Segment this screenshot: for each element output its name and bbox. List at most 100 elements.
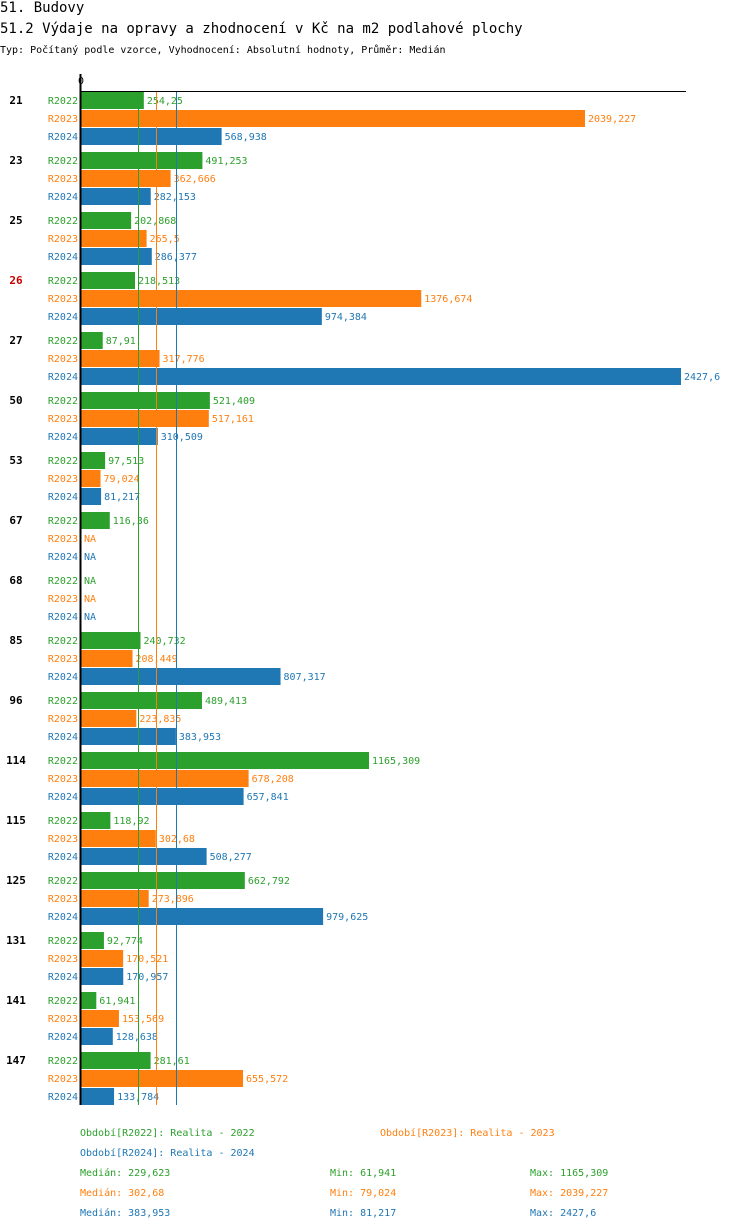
category-label: 67 bbox=[9, 514, 22, 527]
bar-value-label: 489,413 bbox=[205, 696, 247, 707]
bar-value-label: 273,896 bbox=[152, 894, 194, 905]
series-row-label: R2023 bbox=[48, 354, 78, 365]
stat-min-r2023: Min: 79,024 bbox=[330, 1188, 397, 1199]
bar-value-label: 2427,6 bbox=[684, 372, 720, 383]
series-row-label: R2022 bbox=[48, 276, 78, 287]
stat-median-r2022: Medián: 229,623 bbox=[80, 1168, 171, 1179]
series-row-label: R2022 bbox=[48, 156, 78, 167]
bar-r2024 bbox=[81, 248, 152, 265]
bar-value-label: 1165,309 bbox=[372, 756, 420, 767]
category-label: 26 bbox=[9, 274, 23, 287]
category-label: 131 bbox=[6, 934, 26, 947]
bar-value-label: NA bbox=[84, 552, 96, 563]
bar-value-label: 678,208 bbox=[252, 774, 294, 785]
bar-r2023 bbox=[81, 470, 101, 487]
series-row-label: R2024 bbox=[48, 432, 78, 443]
category-label: 125 bbox=[6, 874, 26, 887]
bar-r2024 bbox=[81, 728, 176, 745]
series-row-label: R2023 bbox=[48, 654, 78, 665]
bar-value-label: 383,953 bbox=[179, 732, 221, 743]
bar-value-label: 655,572 bbox=[246, 1074, 288, 1085]
series-row-label: R2024 bbox=[48, 552, 78, 563]
bar-value-label: 153,569 bbox=[122, 1014, 164, 1025]
bar-r2024 bbox=[81, 308, 322, 325]
bar-value-label: 281,61 bbox=[154, 1056, 190, 1067]
series-row-label: R2023 bbox=[48, 174, 78, 185]
bar-value-label: 974,384 bbox=[325, 312, 367, 323]
bar-r2022 bbox=[81, 812, 111, 829]
stat-min-r2022: Min: 61,941 bbox=[330, 1168, 397, 1179]
category-label: 115 bbox=[6, 814, 26, 827]
series-row-label: R2024 bbox=[48, 612, 78, 623]
series-row-label: R2023 bbox=[48, 234, 78, 245]
bar-value-label: 116,36 bbox=[113, 516, 149, 527]
category-label: 141 bbox=[6, 994, 26, 1007]
series-row-label: R2023 bbox=[48, 474, 78, 485]
bar-value-label: 223,835 bbox=[139, 714, 181, 725]
series-row-label: R2022 bbox=[48, 936, 78, 947]
category-label: 85 bbox=[9, 634, 22, 647]
bar-value-label: 61,941 bbox=[99, 996, 135, 1007]
series-row-label: R2023 bbox=[48, 774, 78, 785]
bar-value-label: 491,253 bbox=[205, 156, 247, 167]
series-row-label: R2024 bbox=[48, 372, 78, 383]
bar-value-label: 170,957 bbox=[126, 972, 168, 983]
stat-median-r2023: Medián: 302,68 bbox=[80, 1188, 165, 1199]
category-label: 53 bbox=[9, 454, 22, 467]
bar-value-label: 979,625 bbox=[326, 912, 368, 923]
series-row-label: R2024 bbox=[48, 852, 78, 863]
bar-r2022 bbox=[81, 632, 141, 649]
bar-value-label: 521,409 bbox=[213, 396, 255, 407]
series-row-label: R2024 bbox=[48, 972, 78, 983]
bar-value-label: NA bbox=[84, 594, 96, 605]
bar-value-label: 662,792 bbox=[248, 876, 290, 887]
bar-value-label: 128,638 bbox=[116, 1032, 158, 1043]
stat-max-r2022: Max: 1165,309 bbox=[530, 1168, 609, 1179]
bar-value-label: NA bbox=[84, 612, 96, 623]
category-label: 50 bbox=[9, 394, 22, 407]
bar-r2023 bbox=[81, 1070, 244, 1087]
series-row-label: R2023 bbox=[48, 714, 78, 725]
bar-value-label: 317,776 bbox=[163, 354, 205, 365]
bar-r2023 bbox=[81, 1010, 119, 1027]
legend-entry-r2024: Období[R2024]: Realita - 2024 bbox=[80, 1148, 255, 1159]
page-title: 51. Budovy bbox=[0, 0, 85, 16]
series-row-label: R2024 bbox=[48, 252, 78, 263]
bar-r2023 bbox=[81, 710, 137, 727]
series-row-label: R2023 bbox=[48, 954, 78, 965]
series-row-label: R2022 bbox=[48, 636, 78, 647]
series-row-label: R2022 bbox=[48, 996, 78, 1007]
series-row-label: R2024 bbox=[48, 492, 78, 503]
series-row-label: R2022 bbox=[48, 216, 78, 227]
series-row-label: R2024 bbox=[48, 192, 78, 203]
bar-r2022 bbox=[81, 212, 132, 229]
bar-value-label: 265,5 bbox=[150, 234, 180, 245]
bar-value-label: 807,317 bbox=[284, 672, 326, 683]
bar-value-label: 282,153 bbox=[154, 192, 196, 203]
series-row-label: R2024 bbox=[48, 132, 78, 143]
bar-value-label: 81,217 bbox=[104, 492, 140, 503]
category-label: 68 bbox=[9, 574, 22, 587]
category-label: 23 bbox=[9, 154, 22, 167]
bar-r2023 bbox=[81, 410, 209, 427]
stat-max-r2024: Max: 2427,6 bbox=[530, 1208, 597, 1219]
bar-r2023 bbox=[81, 110, 586, 127]
bar-r2024 bbox=[81, 788, 244, 805]
bar-r2023 bbox=[81, 290, 422, 307]
series-row-label: R2024 bbox=[48, 792, 78, 803]
bar-value-label: 286,377 bbox=[155, 252, 197, 263]
bar-r2022 bbox=[81, 752, 370, 769]
bar-value-label: 87,91 bbox=[106, 336, 136, 347]
bar-r2023 bbox=[81, 950, 124, 967]
bar-r2023 bbox=[81, 170, 171, 187]
legend-entry-r2022: Období[R2022]: Realita - 2022 bbox=[80, 1128, 255, 1139]
bar-r2023 bbox=[81, 230, 147, 247]
bar-value-label: 170,521 bbox=[126, 954, 168, 965]
bar-value-label: 1376,674 bbox=[424, 294, 472, 305]
series-row-label: R2024 bbox=[48, 312, 78, 323]
series-row-label: R2023 bbox=[48, 834, 78, 845]
bar-value-label: 79,024 bbox=[104, 474, 140, 485]
bar-r2022 bbox=[81, 452, 106, 469]
series-row-label: R2022 bbox=[48, 336, 78, 347]
bar-r2023 bbox=[81, 650, 133, 667]
